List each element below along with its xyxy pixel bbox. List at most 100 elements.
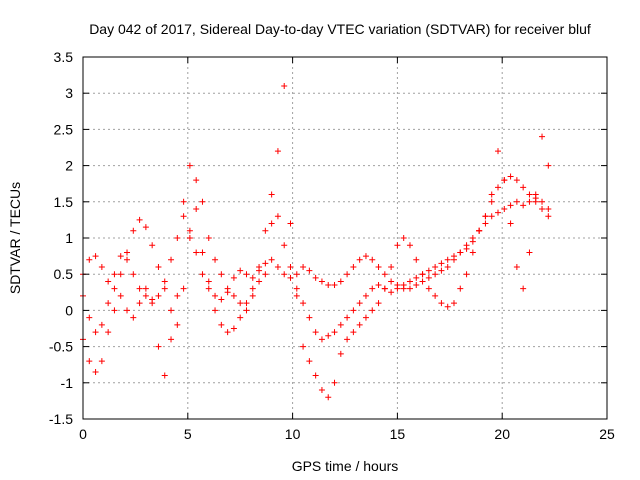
data-point xyxy=(86,358,93,365)
data-point xyxy=(495,184,502,191)
data-point xyxy=(432,292,439,299)
data-point xyxy=(180,285,187,292)
data-point xyxy=(362,253,369,260)
data-point xyxy=(545,162,552,169)
data-point xyxy=(92,253,99,260)
y-tick-label: 0 xyxy=(65,302,73,318)
data-point xyxy=(180,198,187,205)
data-point xyxy=(243,300,250,307)
data-point xyxy=(513,198,520,205)
data-point xyxy=(262,260,269,267)
data-point xyxy=(262,227,269,234)
data-point xyxy=(362,292,369,299)
x-axis-label: GPS time / hours xyxy=(292,458,399,474)
data-point xyxy=(520,202,527,209)
data-point xyxy=(369,307,376,314)
y-tick-label: 2.5 xyxy=(54,121,74,137)
data-point xyxy=(262,271,269,278)
data-point xyxy=(438,260,445,267)
data-point xyxy=(86,314,93,321)
data-point xyxy=(205,278,212,285)
data-point xyxy=(130,314,137,321)
data-point xyxy=(161,372,168,379)
data-point xyxy=(375,300,382,307)
data-point xyxy=(369,256,376,263)
data-point xyxy=(86,256,93,263)
data-point xyxy=(193,249,200,256)
data-point xyxy=(432,271,439,278)
x-tick-label: 0 xyxy=(79,426,87,442)
data-point xyxy=(501,206,508,213)
data-point xyxy=(501,177,508,184)
data-point xyxy=(318,387,325,394)
data-point xyxy=(155,292,162,299)
data-point xyxy=(495,148,502,155)
data-point xyxy=(388,278,395,285)
data-point xyxy=(218,296,225,303)
data-point xyxy=(212,307,219,314)
data-point xyxy=(545,206,552,213)
data-point xyxy=(406,242,413,249)
data-point xyxy=(532,198,539,205)
data-point xyxy=(98,263,105,270)
data-point xyxy=(406,285,413,292)
x-tick-label: 25 xyxy=(599,426,615,442)
data-point xyxy=(532,191,539,198)
data-point xyxy=(394,242,401,249)
x-tick-labels: 0 5 10 15 20 25 xyxy=(79,426,615,442)
data-point xyxy=(168,307,175,314)
data-point xyxy=(161,278,168,285)
data-point xyxy=(300,343,307,350)
data-point xyxy=(539,206,546,213)
data-point xyxy=(174,235,181,241)
data-point xyxy=(344,271,351,278)
data-point xyxy=(199,198,206,205)
data-point xyxy=(281,271,288,278)
data-point xyxy=(419,271,426,278)
data-point xyxy=(413,282,420,289)
data-point xyxy=(105,300,112,307)
x-tick-label: 10 xyxy=(285,426,301,442)
data-point xyxy=(369,285,376,292)
x-tick-label: 5 xyxy=(184,426,192,442)
data-point xyxy=(243,307,250,314)
data-point xyxy=(482,213,489,220)
data-point xyxy=(212,292,219,299)
data-point xyxy=(520,285,527,292)
data-point xyxy=(218,271,225,278)
data-point xyxy=(193,177,200,184)
data-point xyxy=(105,278,112,285)
data-point xyxy=(281,242,288,249)
data-point xyxy=(325,282,332,289)
data-point xyxy=(199,271,206,278)
data-point xyxy=(331,329,338,336)
y-tick-label: 3 xyxy=(65,85,73,101)
data-point xyxy=(117,292,124,299)
data-point xyxy=(513,263,520,270)
data-point xyxy=(136,216,143,223)
data-point xyxy=(186,227,193,234)
x-tick-label: 15 xyxy=(390,426,406,442)
y-tick-label: 1 xyxy=(65,230,73,246)
data-point xyxy=(230,292,237,299)
data-point xyxy=(469,238,476,245)
data-point xyxy=(312,274,319,281)
data-point xyxy=(331,282,338,289)
data-point xyxy=(388,263,395,270)
grid xyxy=(83,57,607,419)
data-point xyxy=(268,256,275,263)
data-point xyxy=(488,191,495,198)
data-point xyxy=(325,394,332,401)
data-point xyxy=(507,202,514,209)
data-point xyxy=(168,256,175,263)
data-point xyxy=(218,321,225,328)
chart-title: Day 042 of 2017, Sidereal Day-to-day VTE… xyxy=(89,21,591,37)
data-point xyxy=(539,133,546,140)
data-point xyxy=(488,198,495,205)
data-point xyxy=(306,358,313,365)
data-point xyxy=(444,256,451,263)
data-point xyxy=(287,263,294,270)
data-point xyxy=(413,256,420,263)
data-point xyxy=(425,285,432,292)
